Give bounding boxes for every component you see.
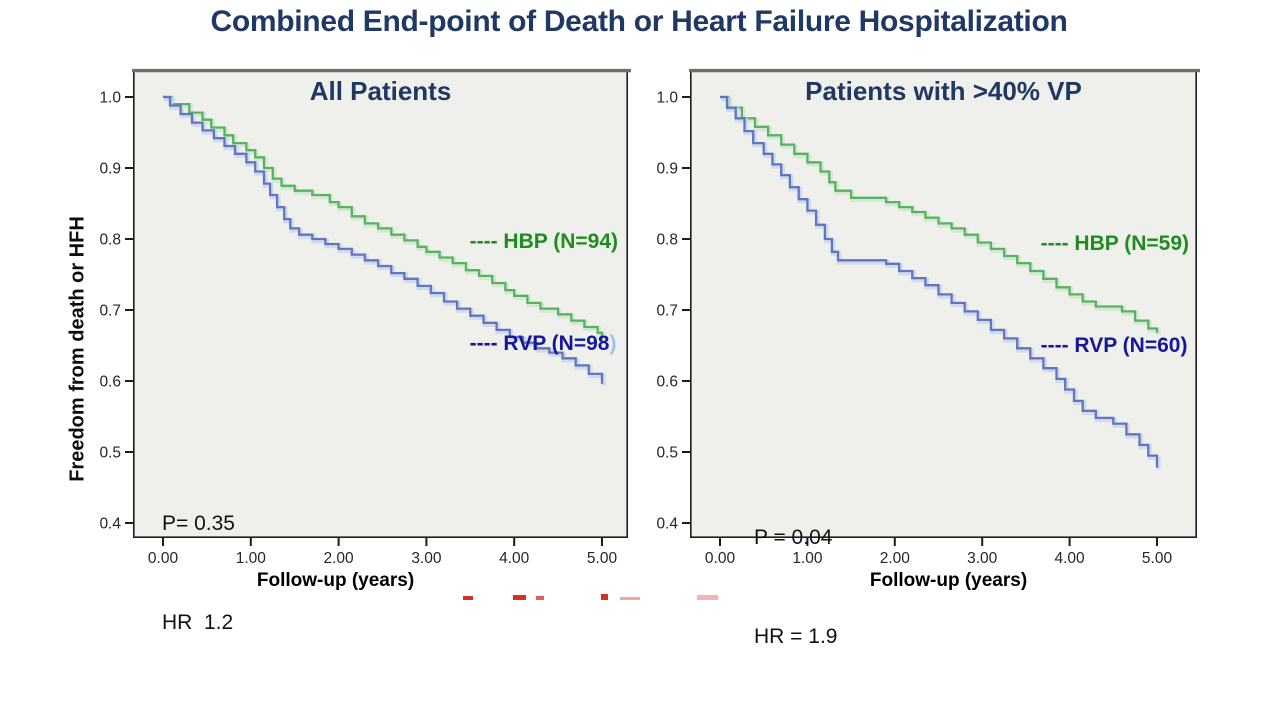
y-tick-label: 0.7 <box>656 303 678 320</box>
panel-title-all-patients: All Patients <box>309 76 452 106</box>
rvp-curve-halo <box>164 96 606 386</box>
legend-label-hbp: HBP (N=59) <box>1068 232 1189 255</box>
rvp-curve <box>163 95 604 384</box>
y-tick-label: 0.9 <box>656 161 678 178</box>
x-tick-label: 3.00 <box>967 550 998 567</box>
y-tick-label: 0.8 <box>99 232 121 249</box>
rvp-curve-halo <box>721 96 1161 470</box>
legend-item-rvp: ---- RVP (N=98) <box>470 327 618 361</box>
y-tick-label: 0.4 <box>99 516 121 533</box>
legend-label-hbp: HBP (N=94) <box>497 230 618 253</box>
x-tick-label: 5.00 <box>1142 550 1173 567</box>
x-tick-label: 1.00 <box>792 550 823 567</box>
legend-all-patients: ---- HBP (N=94) ---- RVP (N=98) <box>470 157 618 429</box>
p-value: P= 0.35 <box>162 512 235 535</box>
legend-item-hbp: ---- HBP (N=94) <box>470 225 618 259</box>
km-curves-svg-all-patients: 0.00 1.00 2.00 3.00 4.00 5.00 1.0 0.9 0.8 0.7 0.6 0… <box>99 68 631 567</box>
y-axis-title: Freedom from death or HFH <box>66 216 89 482</box>
y-tick-label: 0.4 <box>656 516 678 533</box>
hbp-curve <box>720 95 1159 333</box>
x-tick-label: 0.00 <box>705 550 736 567</box>
stats-annotation-all-patients: P= 0.35 HR 1.2 <box>162 441 235 705</box>
km-curves-svg-over-40pct-vp: 0.00 1.00 2.00 3.00 4.00 5.00 1.0 0.9 0.8 0.7 0.6 0… <box>656 68 1200 567</box>
hazard-ratio: HR = 1.9 <box>754 625 838 648</box>
x-tick-label: 3.00 <box>411 550 442 567</box>
stats-annotation-over-40pct-vp: P = 0.04 HR = 1.9 <box>754 455 837 719</box>
x-tick-label: 4.00 <box>499 550 530 567</box>
y-tick-label: 0.9 <box>99 161 121 178</box>
legend-item-rvp: ---- RVP (N=60) <box>1041 329 1189 363</box>
y-tick-label: 1.0 <box>656 90 678 107</box>
legend-item-hbp: ---- HBP (N=59) <box>1041 227 1189 261</box>
x-tick-label: 0.00 <box>148 550 179 567</box>
km-plot-over-40pct-vp: 0.00 1.00 2.00 3.00 4.00 5.00 1.0 0.9 0.8 0.7 0.6 0… <box>656 68 1200 648</box>
y-tick-label: 0.6 <box>656 374 678 391</box>
clipped-red-text-fragment <box>697 595 718 600</box>
y-tick-label: 0.6 <box>99 374 121 391</box>
legend-label-rvp: RVP (N=98 <box>497 332 610 355</box>
hazard-ratio: HR 1.2 <box>162 611 234 634</box>
page-title: Combined End-point of Death or Heart Fai… <box>210 5 1068 38</box>
clipped-red-text-fragment <box>601 594 608 600</box>
y-tick-label: 0.7 <box>99 303 121 320</box>
y-tick-label: 1.0 <box>99 90 121 107</box>
clipped-red-text-fragment <box>620 597 640 600</box>
rvp-curve <box>720 95 1159 468</box>
legend-suffix-rvp: ) <box>609 332 617 355</box>
panel-title-over-40pct-vp: Patients with >40% VP <box>805 76 1082 106</box>
hbp-dash-swatch: ---- <box>1040 232 1069 255</box>
x-tick-label: 2.00 <box>324 550 355 567</box>
clipped-red-text-fragment <box>463 596 473 600</box>
clipped-red-text-fragment <box>513 595 526 600</box>
km-plot-all-patients: 0.00 1.00 2.00 3.00 4.00 5.00 1.0 0.9 0.8 0.7 0.6 0… <box>99 68 631 634</box>
y-tick-label: 0.5 <box>656 445 678 462</box>
y-tick-label: 0.5 <box>99 445 121 462</box>
rvp-dash-swatch: ---- <box>1040 334 1069 357</box>
x-axis-title: Follow-up (years) <box>256 570 415 591</box>
plot-background <box>690 69 1197 538</box>
hbp-curve-halo <box>721 96 1161 335</box>
legend-over-40pct-vp: ---- HBP (N=59) ---- RVP (N=60) <box>1041 159 1189 431</box>
x-axis-title: Follow-up (years) <box>869 570 1028 591</box>
p-value: P = 0.04 <box>754 526 833 549</box>
hbp-dash-swatch: ---- <box>469 230 498 253</box>
x-tick-label: 5.00 <box>587 550 618 567</box>
rvp-dash-swatch: ---- <box>469 332 498 355</box>
legend-label-rvp: RVP (N=60) <box>1068 334 1188 357</box>
y-tick-label: 0.8 <box>656 232 678 249</box>
plot-background <box>133 69 628 538</box>
x-tick-label: 1.00 <box>236 550 267 567</box>
clipped-red-text-fragment <box>536 596 544 600</box>
x-tick-label: 4.00 <box>1055 550 1086 567</box>
hbp-curve <box>163 95 604 340</box>
slide: { "header": { "title": "Combined End-poi… <box>66 5 1200 648</box>
x-tick-label: 2.00 <box>880 550 911 567</box>
